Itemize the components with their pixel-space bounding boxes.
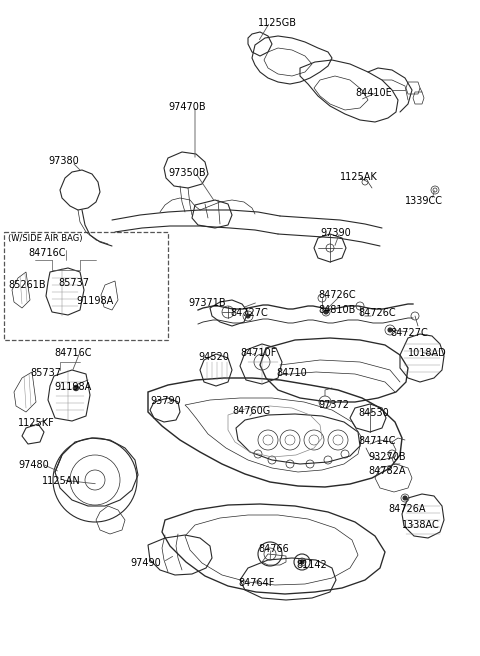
Circle shape (73, 385, 79, 391)
Text: 84727C: 84727C (230, 308, 268, 318)
Text: 84726C: 84726C (358, 308, 396, 318)
Text: 1338AC: 1338AC (402, 520, 440, 530)
Text: 84726C: 84726C (318, 290, 356, 300)
Text: 84710: 84710 (276, 368, 307, 378)
Circle shape (324, 310, 328, 314)
Text: 84710F: 84710F (240, 348, 276, 358)
Circle shape (388, 328, 392, 332)
Circle shape (246, 314, 250, 318)
Text: 93790: 93790 (150, 396, 181, 406)
Text: 85737: 85737 (58, 278, 89, 288)
Text: 84764F: 84764F (238, 578, 275, 588)
Text: 84716C: 84716C (28, 248, 65, 258)
Text: 97371B: 97371B (188, 298, 226, 308)
Text: (W/SIDE AIR BAG): (W/SIDE AIR BAG) (8, 234, 83, 243)
Text: 85737: 85737 (30, 368, 61, 378)
Text: 94520: 94520 (198, 352, 229, 362)
Text: 84726A: 84726A (388, 504, 425, 514)
Text: 84727C: 84727C (390, 328, 428, 338)
Text: 97470B: 97470B (168, 102, 205, 112)
Text: 97372: 97372 (318, 400, 349, 410)
Circle shape (403, 496, 407, 500)
Text: 97380: 97380 (48, 156, 79, 166)
Text: 84716C: 84716C (54, 348, 92, 358)
Text: 84782A: 84782A (368, 466, 406, 476)
Text: 1339CC: 1339CC (405, 196, 443, 206)
Text: 84714C: 84714C (358, 436, 396, 446)
Text: 84766: 84766 (258, 544, 289, 554)
Text: 84530: 84530 (358, 408, 389, 418)
Text: 97480: 97480 (18, 460, 49, 470)
Text: 1018AD: 1018AD (408, 348, 447, 358)
Text: 84410E: 84410E (355, 88, 392, 98)
Text: 91198A: 91198A (54, 382, 91, 392)
Text: 84810B: 84810B (318, 305, 355, 315)
Text: 1125KF: 1125KF (18, 418, 55, 428)
Text: 97490: 97490 (130, 558, 161, 568)
Text: 1125GB: 1125GB (258, 18, 297, 28)
Text: 97390: 97390 (320, 228, 351, 238)
Text: 84760G: 84760G (232, 406, 270, 416)
Text: 97350B: 97350B (168, 168, 205, 178)
Text: 91198A: 91198A (76, 296, 113, 306)
Text: 1125AN: 1125AN (42, 476, 81, 486)
Text: 1125AK: 1125AK (340, 172, 378, 182)
Text: 81142: 81142 (296, 560, 327, 570)
Text: 93270B: 93270B (368, 452, 406, 462)
Text: 85261B: 85261B (8, 280, 46, 290)
Circle shape (300, 560, 304, 564)
